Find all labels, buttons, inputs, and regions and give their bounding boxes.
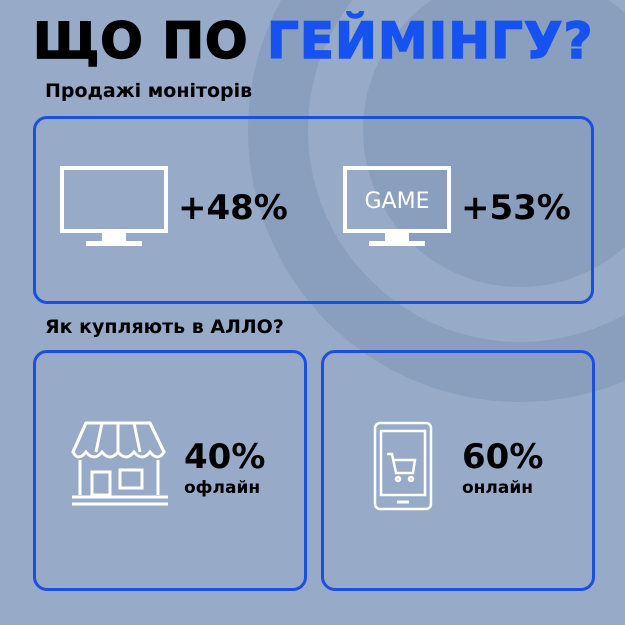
purchase-heading: Як купляють в АЛЛО? xyxy=(45,316,284,338)
smartphone-cart-icon xyxy=(373,421,433,511)
game-monitor-sales-value: +53% xyxy=(461,188,571,228)
monitor-sales-card xyxy=(33,116,594,304)
online-value: 60% xyxy=(462,437,544,477)
online-card xyxy=(321,350,595,591)
monitor-sales-value: +48% xyxy=(178,188,288,228)
page-title: ЩО ПО ГЕЙМІНГУ? xyxy=(32,11,594,71)
online-label: онлайн xyxy=(462,478,534,498)
offline-value: 40% xyxy=(184,437,266,477)
offline-card xyxy=(33,350,307,591)
game-label: GAME xyxy=(365,189,430,214)
offline-label: офлайн xyxy=(184,478,261,498)
game-monitor-icon: GAME xyxy=(343,166,451,246)
monitor-sales-heading: Продажі моніторів xyxy=(45,80,253,102)
monitor-icon xyxy=(60,166,168,246)
store-icon xyxy=(71,421,168,506)
